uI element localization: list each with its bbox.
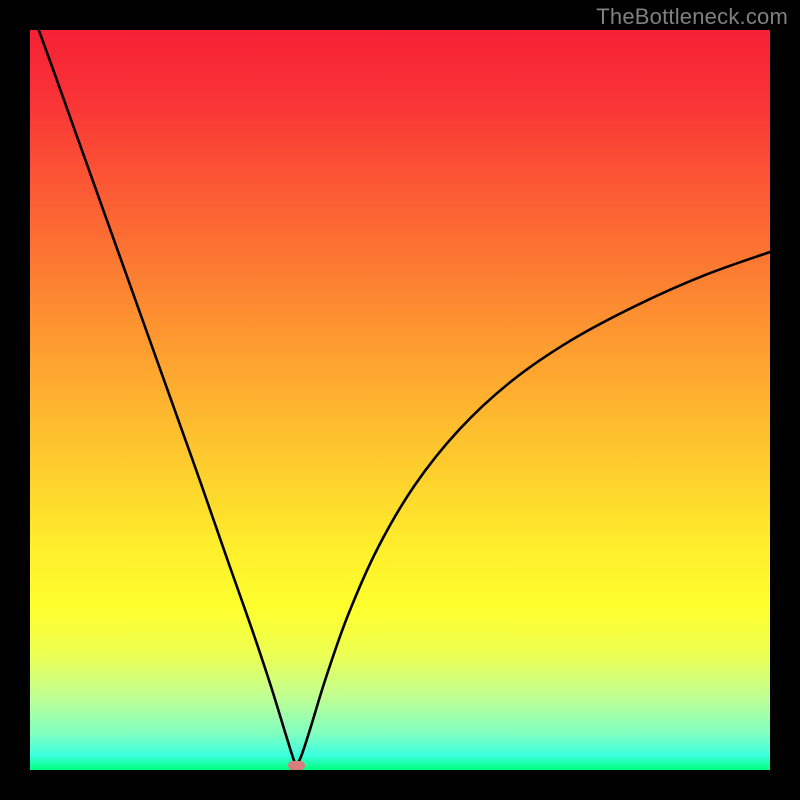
gradient-background — [30, 30, 770, 770]
plot-area — [30, 30, 770, 770]
watermark-text: TheBottleneck.com — [596, 4, 788, 30]
